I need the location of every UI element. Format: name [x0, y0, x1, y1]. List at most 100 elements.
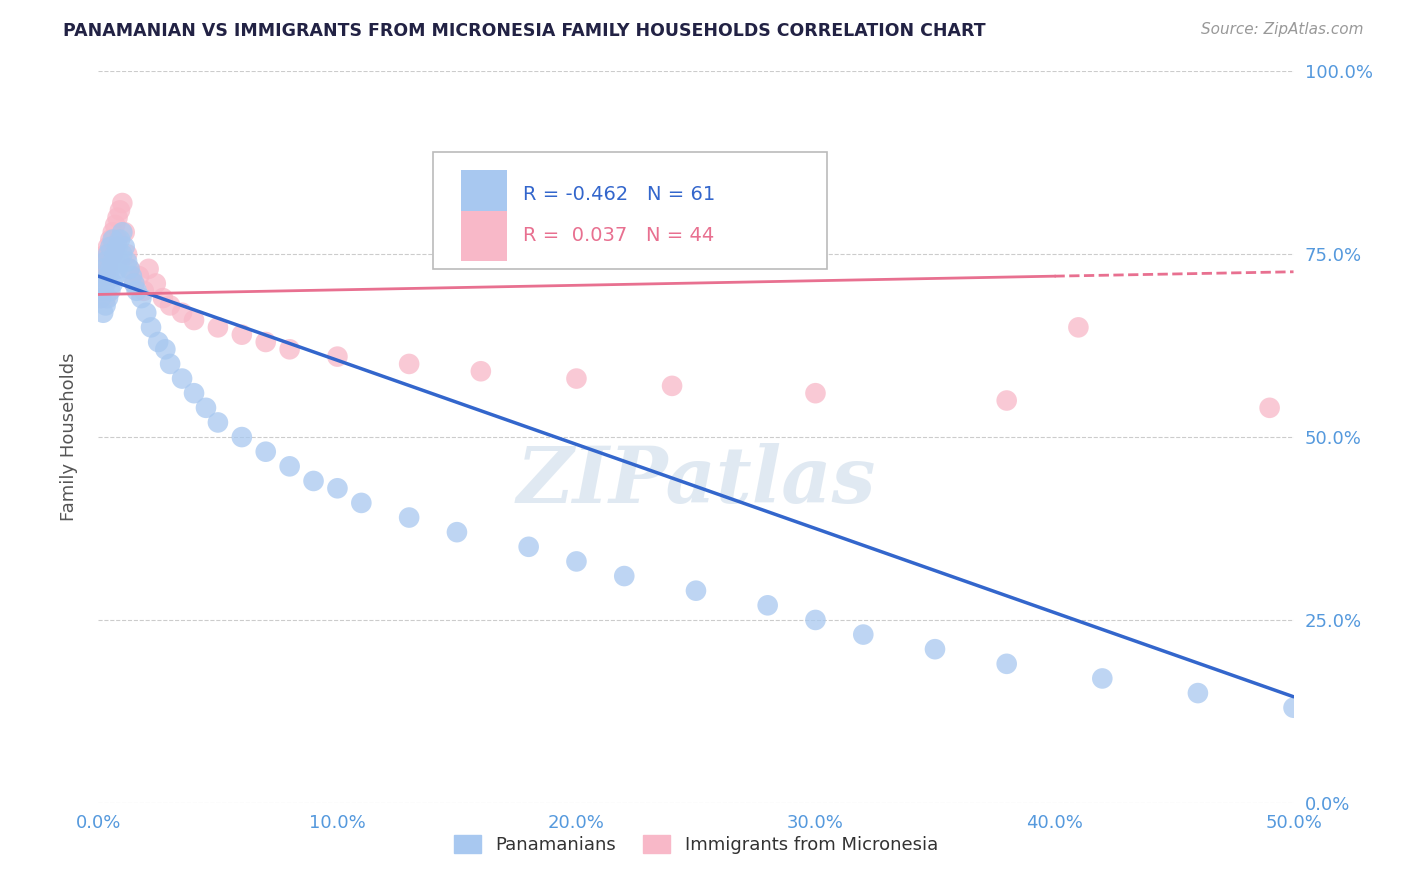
Point — [278, 459, 301, 474]
Text: R = -0.462   N = 61: R = -0.462 N = 61 — [523, 186, 714, 204]
Point — [91, 261, 114, 276]
Point — [107, 233, 129, 247]
Point — [108, 254, 131, 268]
Point — [98, 284, 122, 298]
Point — [115, 247, 138, 261]
Point — [565, 371, 588, 385]
Point — [398, 510, 420, 524]
Point — [94, 277, 117, 291]
Point — [804, 613, 827, 627]
Point — [97, 247, 120, 261]
Point — [107, 211, 129, 225]
Point — [172, 306, 194, 320]
Point — [111, 247, 134, 261]
Point — [207, 320, 229, 334]
Point — [108, 233, 131, 247]
Point — [350, 496, 373, 510]
Point — [446, 525, 468, 540]
Point — [254, 334, 277, 349]
Point — [121, 269, 143, 284]
Point — [470, 364, 492, 378]
Point — [90, 277, 112, 291]
Y-axis label: Family Households: Family Households — [59, 353, 77, 521]
Point — [94, 254, 117, 268]
Point — [231, 327, 253, 342]
Point — [326, 350, 349, 364]
Point — [94, 269, 117, 284]
Point — [90, 291, 112, 305]
Point — [107, 261, 129, 276]
Point — [398, 357, 420, 371]
Point — [1282, 700, 1305, 714]
Point — [254, 444, 277, 458]
Point — [97, 240, 120, 254]
Point — [111, 196, 134, 211]
FancyBboxPatch shape — [461, 169, 508, 220]
Point — [148, 334, 170, 349]
Point — [125, 284, 148, 298]
Point — [995, 657, 1018, 671]
Point — [131, 291, 153, 305]
Point — [98, 254, 122, 268]
Point — [1091, 672, 1114, 686]
Point — [804, 386, 827, 401]
Point — [565, 554, 588, 568]
Point — [90, 291, 112, 305]
Point — [924, 642, 946, 657]
Point — [114, 225, 136, 239]
Point — [278, 343, 301, 357]
Text: Source: ZipAtlas.com: Source: ZipAtlas.com — [1201, 22, 1364, 37]
Point — [302, 474, 325, 488]
Point — [155, 343, 177, 357]
Point — [108, 203, 131, 218]
Point — [231, 430, 253, 444]
Text: PANAMANIAN VS IMMIGRANTS FROM MICRONESIA FAMILY HOUSEHOLDS CORRELATION CHART: PANAMANIAN VS IMMIGRANTS FROM MICRONESIA… — [63, 22, 986, 40]
Point — [91, 254, 114, 268]
Point — [101, 225, 124, 239]
Point — [115, 254, 138, 268]
Point — [91, 277, 114, 291]
Point — [104, 269, 127, 284]
Point — [98, 240, 122, 254]
Point — [104, 218, 127, 232]
Point — [135, 306, 157, 320]
Point — [1067, 320, 1090, 334]
Point — [172, 371, 194, 385]
Point — [94, 247, 117, 261]
Point — [94, 291, 117, 305]
Point — [101, 247, 124, 261]
Point — [107, 240, 129, 254]
Point — [756, 599, 779, 613]
Point — [91, 284, 114, 298]
Point — [517, 540, 540, 554]
Point — [183, 313, 205, 327]
Point — [995, 393, 1018, 408]
Point — [101, 254, 124, 268]
Point — [852, 627, 875, 641]
Legend: Panamanians, Immigrants from Micronesia: Panamanians, Immigrants from Micronesia — [444, 826, 948, 863]
Point — [159, 298, 181, 312]
Point — [138, 261, 160, 276]
Point — [159, 357, 181, 371]
Point — [94, 298, 117, 312]
Point — [98, 233, 122, 247]
Point — [91, 306, 114, 320]
Point — [111, 225, 134, 239]
Point — [101, 277, 124, 291]
Point — [152, 291, 174, 305]
Point — [128, 269, 150, 284]
Point — [97, 291, 120, 305]
Point — [139, 320, 162, 334]
Point — [97, 269, 120, 284]
Point — [118, 261, 141, 276]
Point — [98, 261, 122, 276]
Point — [685, 583, 707, 598]
FancyBboxPatch shape — [461, 211, 508, 261]
Point — [132, 284, 155, 298]
Point — [195, 401, 218, 415]
Point — [97, 261, 120, 276]
Point — [104, 247, 127, 261]
Point — [145, 277, 167, 291]
Text: ZIPatlas: ZIPatlas — [516, 442, 876, 519]
Point — [114, 240, 136, 254]
